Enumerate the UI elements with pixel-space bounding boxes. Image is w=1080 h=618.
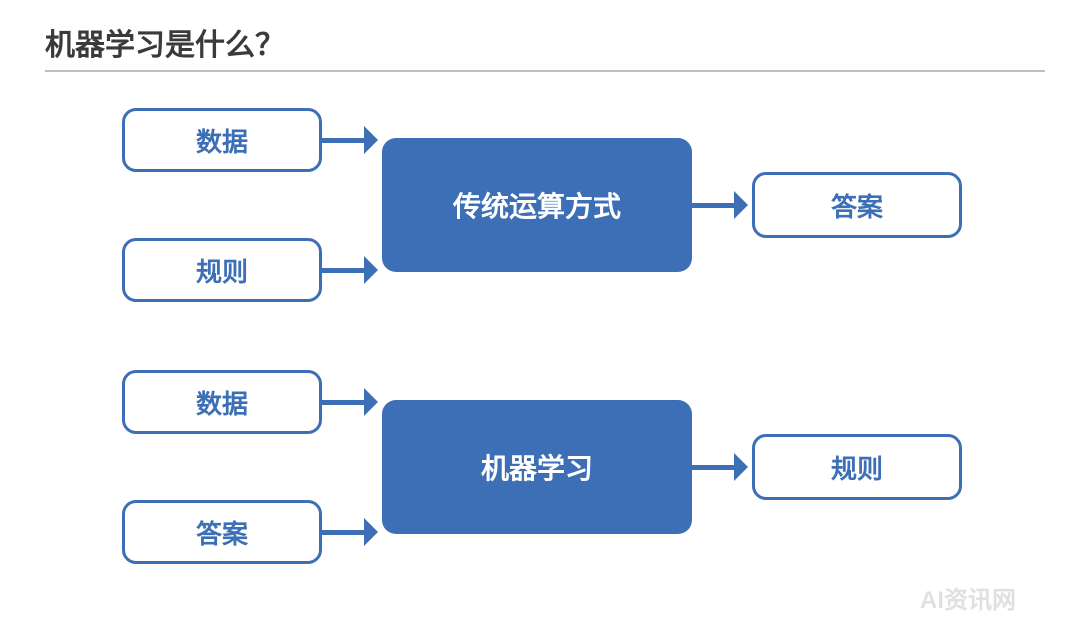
arrow-ans2-ml	[322, 530, 366, 535]
node-ans1: 答案	[752, 172, 962, 238]
page-title: 机器学习是什么？	[45, 20, 285, 64]
arrow-ml-rules2	[692, 465, 736, 470]
node-data2: 数据	[122, 370, 322, 434]
arrow-head-data2-ml	[364, 388, 378, 416]
arrow-head-data1-trad	[364, 126, 378, 154]
node-ans2: 答案	[122, 500, 322, 564]
node-data1: 数据	[122, 108, 322, 172]
arrow-head-ml-rules2	[734, 453, 748, 481]
node-trad: 传统运算方式	[382, 138, 692, 272]
node-ml: 机器学习	[382, 400, 692, 534]
node-rules2: 规则	[752, 434, 962, 500]
node-rules1: 规则	[122, 238, 322, 302]
arrow-head-ans2-ml	[364, 518, 378, 546]
arrow-trad-ans1	[692, 203, 736, 208]
arrow-data1-trad	[322, 138, 366, 143]
arrow-head-rules1-trad	[364, 256, 378, 284]
arrow-data2-ml	[322, 400, 366, 405]
watermark: AI资讯网	[920, 580, 1016, 615]
arrow-head-trad-ans1	[734, 191, 748, 219]
arrow-rules1-trad	[322, 268, 366, 273]
title-underline	[45, 70, 1045, 72]
